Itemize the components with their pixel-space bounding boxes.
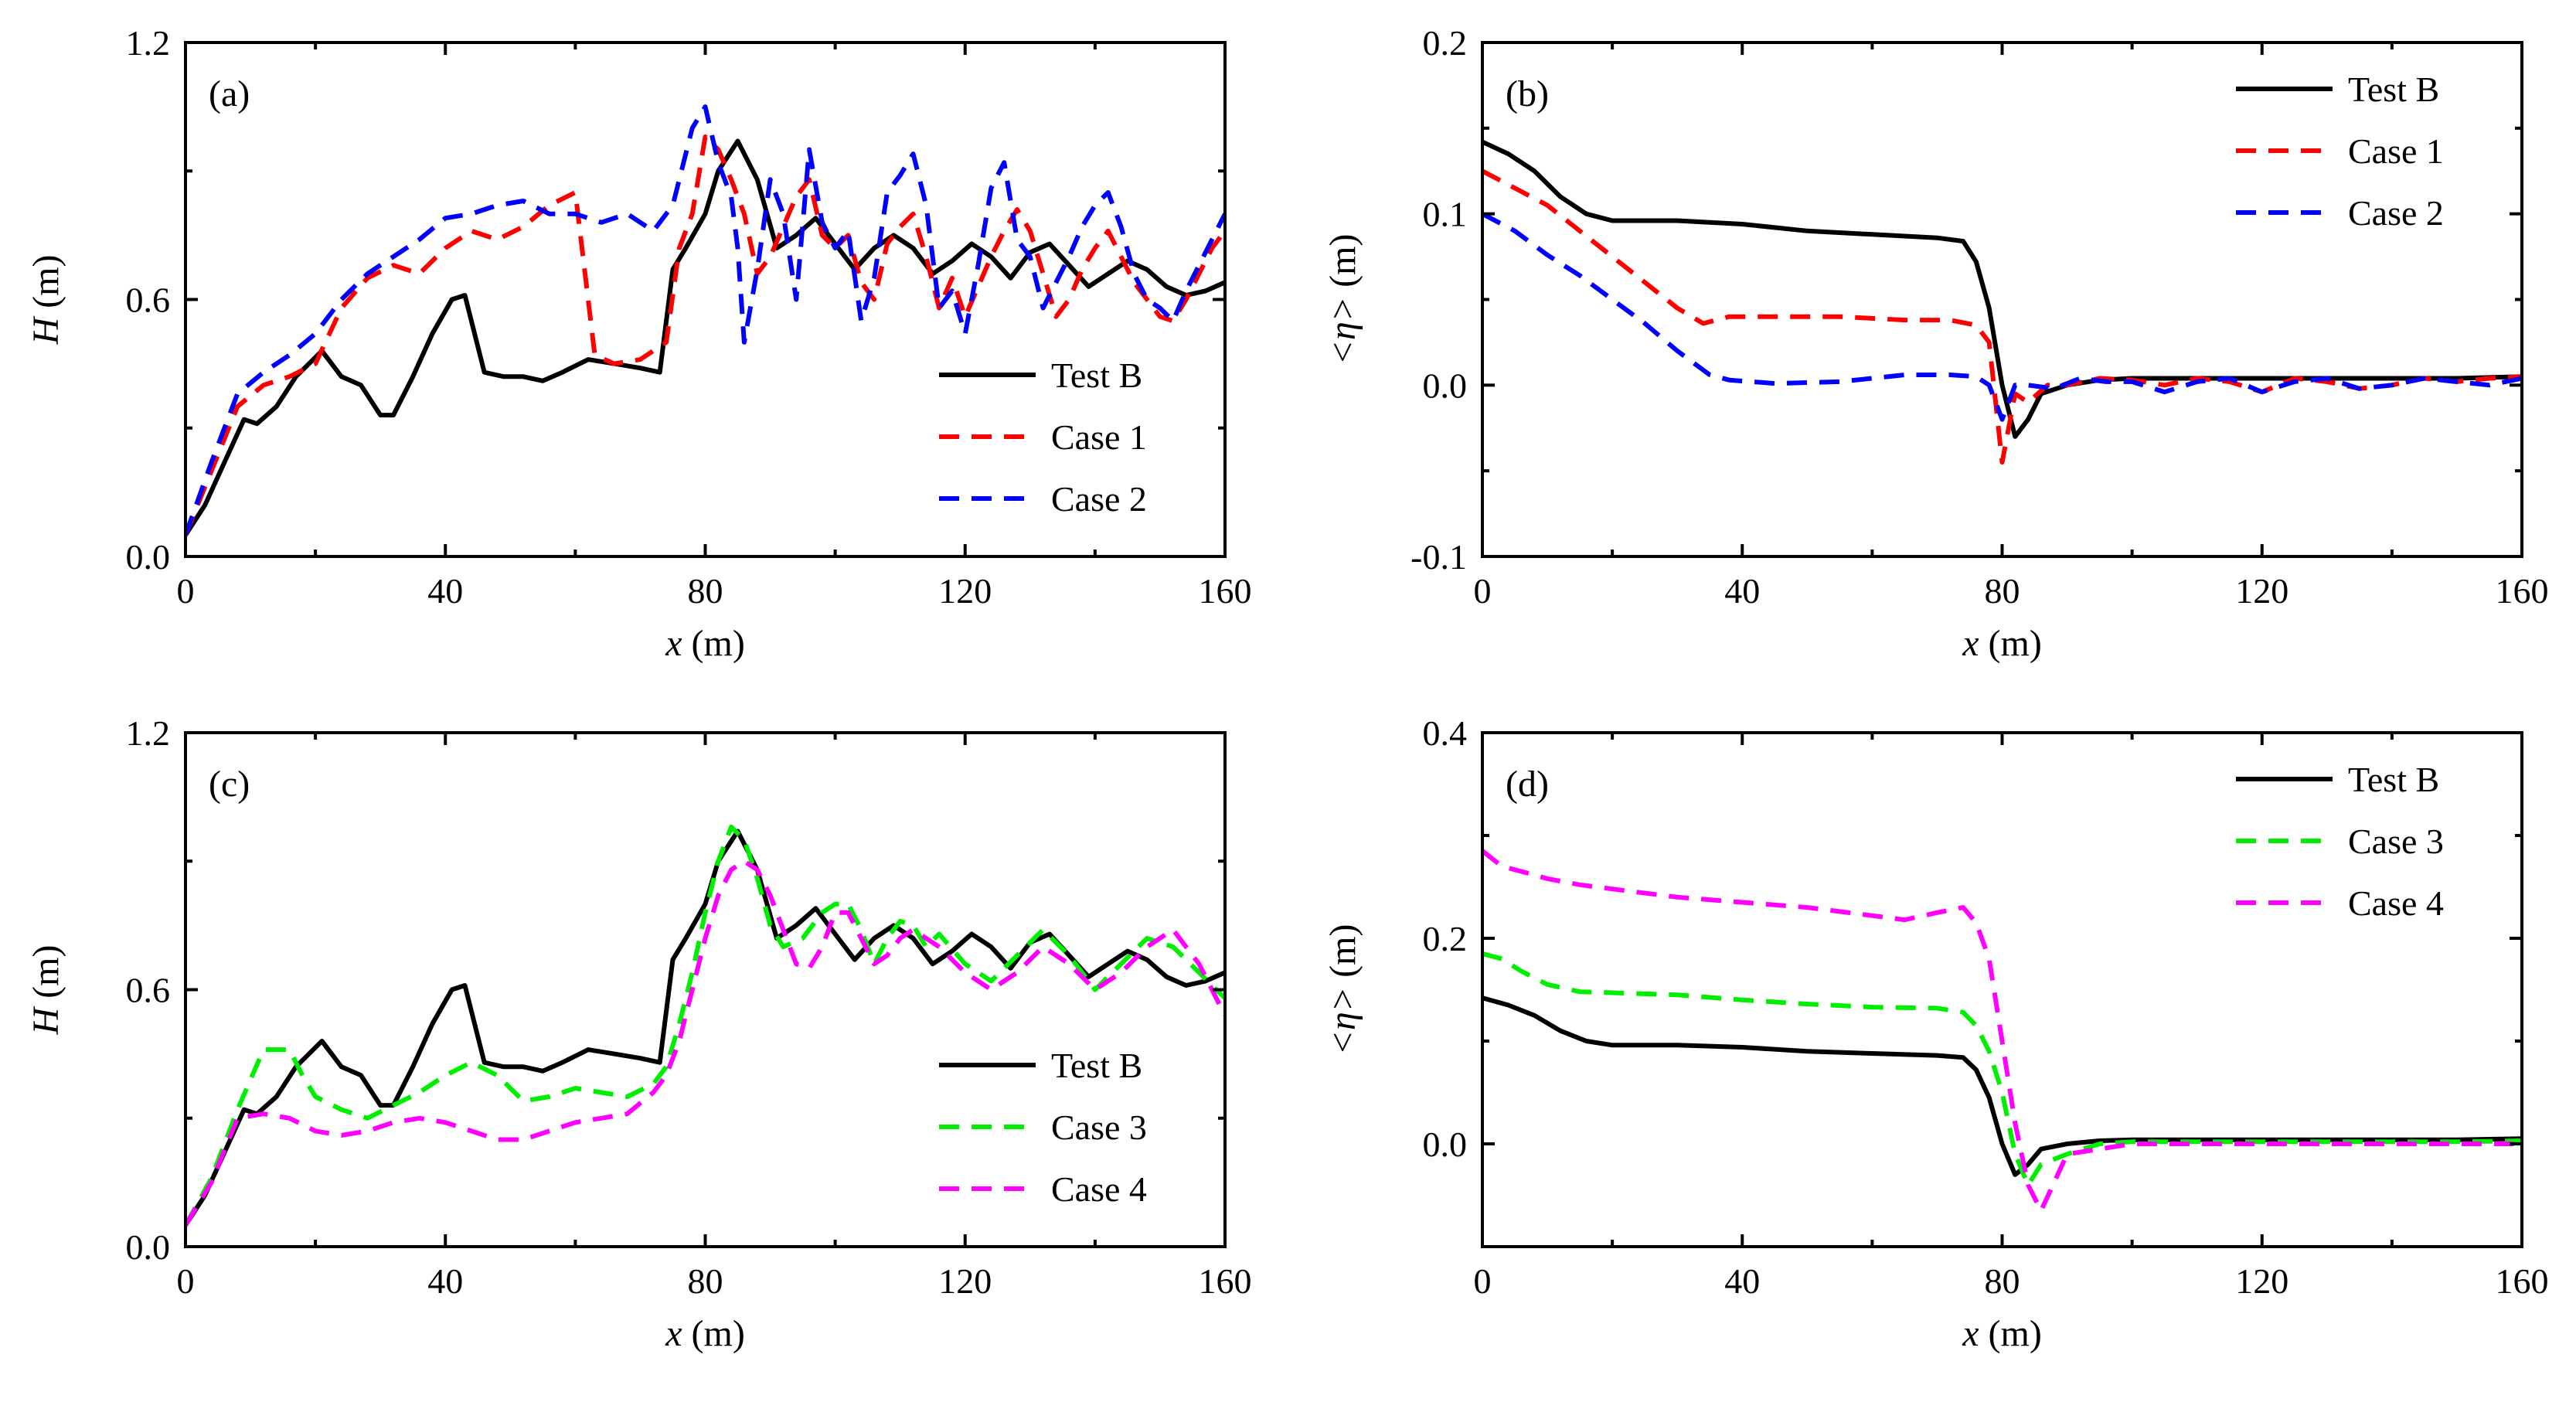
x-tick-label: 0 <box>177 571 195 611</box>
x-tick-label: 120 <box>938 1261 992 1301</box>
y-tick-label: 0.0 <box>126 1227 171 1267</box>
x-tick-label: 0 <box>1474 1261 1492 1301</box>
x-axis-var: x <box>1962 623 1979 664</box>
x-tick-label: 80 <box>1985 571 2020 611</box>
series-line-case-4 <box>1482 849 2522 1213</box>
legend: Test B Case 1 Case 2 <box>2236 70 2444 233</box>
x-tick-label: 40 <box>427 571 463 611</box>
y-axis-title: H (m) <box>26 255 66 345</box>
y-tick-label: 1.2 <box>126 713 171 753</box>
legend-label: Test B <box>1051 1046 1142 1085</box>
y-tick-label: 0.2 <box>1423 23 1468 63</box>
y-tick-label: 1.2 <box>126 23 171 63</box>
y-tick-label: 0.1 <box>1423 195 1468 234</box>
y-axis-var: H <box>26 1006 66 1035</box>
x-tick-label: 80 <box>688 571 723 611</box>
legend-label: Case 3 <box>1051 1108 1147 1147</box>
y-axis-var: <η> <box>1322 987 1363 1056</box>
panel-label: (c) <box>209 764 250 805</box>
series-line-case-1 <box>1482 168 2522 465</box>
panel-label: (d) <box>1506 764 1549 805</box>
series-line-case-4 <box>185 859 1225 1227</box>
x-tick-label: 0 <box>1474 571 1492 611</box>
y-axis-var: <η> <box>1322 297 1363 366</box>
y-axis-title: H (m) <box>26 945 66 1036</box>
y-tick-label: 0.0 <box>126 537 171 577</box>
series-line-test-b <box>1482 139 2522 439</box>
legend-label: Case 1 <box>1051 417 1147 457</box>
x-tick-label: 80 <box>1985 1261 2020 1301</box>
x-axis-var: x <box>665 623 682 664</box>
y-axis-var: H <box>26 315 66 345</box>
series-line-test-b <box>1482 995 2522 1177</box>
x-axis-unit: (m) <box>1979 623 2042 664</box>
x-tick-label: 160 <box>2496 571 2549 611</box>
y-axis-title: <η> (m) <box>1322 234 1363 366</box>
legend-label: Case 3 <box>2348 822 2444 861</box>
x-tick-label: 120 <box>2235 571 2288 611</box>
plot-frame <box>1481 41 2523 558</box>
x-tick-label: 160 <box>2496 1261 2549 1301</box>
legend-label: Case 1 <box>2348 131 2444 171</box>
x-axis-unit: (m) <box>682 1313 745 1354</box>
y-tick-label: 0.2 <box>1423 919 1468 958</box>
x-axis-unit: (m) <box>1979 1313 2042 1354</box>
series-line-case-3 <box>1482 951 2522 1188</box>
plot-frame <box>1481 731 2523 1248</box>
x-tick-label: 160 <box>1199 1261 1252 1301</box>
x-axis-title: x (m) <box>1962 623 2042 664</box>
x-tick-label: 0 <box>177 1261 195 1301</box>
x-tick-label: 160 <box>1199 571 1252 611</box>
x-axis-title: x (m) <box>665 623 745 664</box>
series-line-test-b <box>185 829 1225 1227</box>
x-axis-var: x <box>1962 1313 1979 1354</box>
series-line-test-b <box>185 138 1225 536</box>
series-line-case-3 <box>185 824 1225 1227</box>
legend-label: Case 4 <box>2348 883 2444 923</box>
legend-label: Test B <box>1051 356 1142 395</box>
legend-label: Case 2 <box>1051 479 1147 519</box>
x-tick-label: 120 <box>2235 1261 2288 1301</box>
x-axis-title: x (m) <box>665 1313 745 1354</box>
y-tick-label: 0.0 <box>1423 366 1468 405</box>
y-tick-label: 0.6 <box>126 281 171 320</box>
series-line-case-2 <box>1482 212 2522 422</box>
y-tick-label: -0.1 <box>1411 537 1467 577</box>
series-line-case-1 <box>185 134 1225 536</box>
legend: Test B Case 3 Case 4 <box>939 1046 1147 1209</box>
y-tick-label: 0.4 <box>1423 713 1468 753</box>
y-axis-unit: (m) <box>1322 234 1363 297</box>
x-tick-label: 40 <box>1724 1261 1760 1301</box>
x-axis-unit: (m) <box>682 623 745 664</box>
x-tick-label: 40 <box>427 1261 463 1301</box>
y-axis-title: <η> (m) <box>1322 924 1363 1056</box>
legend-label: Test B <box>2348 70 2439 109</box>
legend: Test B Case 1 Case 2 <box>939 356 1147 519</box>
x-tick-label: 120 <box>938 571 992 611</box>
x-tick-label: 80 <box>688 1261 723 1301</box>
y-tick-label: 0.0 <box>1423 1125 1468 1164</box>
y-axis-unit: (m) <box>1322 924 1363 987</box>
y-tick-label: 0.6 <box>126 971 171 1010</box>
legend-label: Test B <box>2348 760 2439 799</box>
y-axis-unit: (m) <box>26 255 66 318</box>
y-axis-unit: (m) <box>26 945 66 1008</box>
series-line-case-2 <box>185 104 1225 536</box>
legend-label: Case 4 <box>1051 1169 1147 1209</box>
x-tick-label: 40 <box>1724 571 1760 611</box>
panel-label: (a) <box>209 73 250 114</box>
legend: Test B Case 3 Case 4 <box>2236 760 2444 923</box>
chart-panel-b: 0 40 80 120 160-0.10.00.10.2x (m)<η> (m)(b) T… <box>1322 23 2549 664</box>
x-axis-title: x (m) <box>1962 1313 2042 1354</box>
x-axis-var: x <box>665 1313 682 1354</box>
panel-label: (b) <box>1506 73 1549 114</box>
legend-label: Case 2 <box>2348 193 2444 233</box>
